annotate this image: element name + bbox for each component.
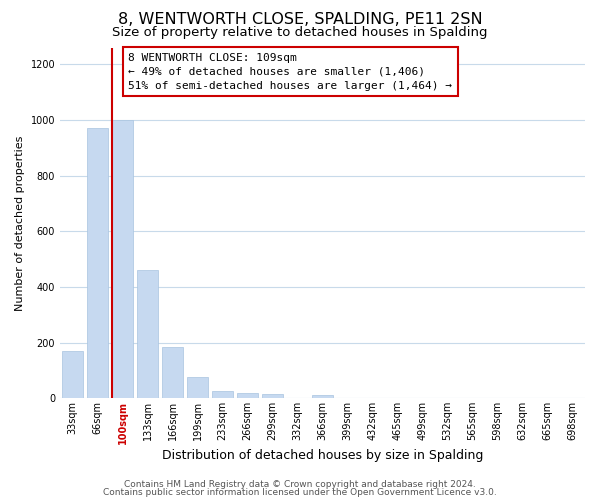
- Bar: [87, 128, 108, 398]
- Text: Contains HM Land Registry data © Crown copyright and database right 2024.: Contains HM Land Registry data © Crown c…: [124, 480, 476, 489]
- Bar: [187, 378, 208, 398]
- Bar: [262, 394, 283, 398]
- Bar: [137, 270, 158, 398]
- Text: Size of property relative to detached houses in Spalding: Size of property relative to detached ho…: [112, 26, 488, 39]
- Bar: [237, 393, 258, 398]
- Bar: [162, 346, 183, 398]
- Text: 8, WENTWORTH CLOSE, SPALDING, PE11 2SN: 8, WENTWORTH CLOSE, SPALDING, PE11 2SN: [118, 12, 482, 28]
- Bar: [312, 396, 333, 398]
- Bar: [62, 351, 83, 398]
- Bar: [212, 391, 233, 398]
- Text: Contains public sector information licensed under the Open Government Licence v3: Contains public sector information licen…: [103, 488, 497, 497]
- Bar: [112, 120, 133, 398]
- Text: 8 WENTWORTH CLOSE: 109sqm
← 49% of detached houses are smaller (1,406)
51% of se: 8 WENTWORTH CLOSE: 109sqm ← 49% of detac…: [128, 53, 452, 91]
- Y-axis label: Number of detached properties: Number of detached properties: [15, 135, 25, 310]
- X-axis label: Distribution of detached houses by size in Spalding: Distribution of detached houses by size …: [162, 450, 483, 462]
